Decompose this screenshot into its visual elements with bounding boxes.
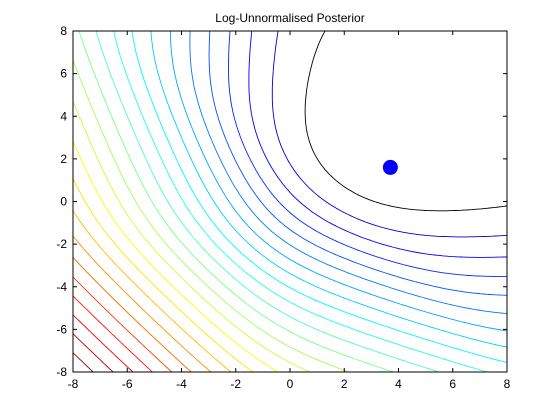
x-tick-label: -8 <box>68 377 79 391</box>
contour-line <box>73 256 192 372</box>
y-tick-label: 0 <box>60 195 67 209</box>
contour-line <box>73 333 114 372</box>
y-tick-label: -8 <box>56 365 67 379</box>
contour-line <box>271 31 507 238</box>
y-tick-label: 6 <box>60 67 67 81</box>
x-tick-label: 6 <box>449 377 456 391</box>
y-tick-label: 4 <box>60 109 67 123</box>
contour-line <box>95 31 440 372</box>
y-axis: -8 -6 -4 -2 0 2 4 6 8 <box>56 24 507 379</box>
contour-line <box>189 31 507 314</box>
contour-line <box>73 178 254 372</box>
contour-line <box>304 31 507 212</box>
contour-line <box>228 31 507 277</box>
contour-line <box>169 31 507 332</box>
contour-line <box>73 235 212 372</box>
chart-title: Log-Unnormalised Posterior <box>215 11 364 25</box>
mode-marker-group <box>382 159 398 175</box>
contour-line <box>73 140 279 372</box>
x-axis: -8 -6 -4 -2 0 2 4 6 8 <box>68 31 511 391</box>
contour-line <box>73 314 134 372</box>
x-tick-label: -6 <box>122 377 133 391</box>
y-tick-label: 2 <box>60 152 67 166</box>
x-tick-label: -2 <box>230 377 241 391</box>
contour-line <box>248 31 507 258</box>
contour-line <box>73 276 173 372</box>
contour-line <box>73 210 232 372</box>
x-tick-label: 2 <box>341 377 348 391</box>
contour-line <box>113 31 488 372</box>
contour-line <box>73 352 94 372</box>
contour-line <box>78 31 394 372</box>
y-tick-label: -4 <box>56 280 67 294</box>
y-tick-label: -6 <box>56 322 67 336</box>
y-tick-label: -2 <box>56 237 67 251</box>
y-tick-label: 8 <box>60 24 67 38</box>
plot-area <box>73 31 507 372</box>
contour-line <box>73 101 310 372</box>
contour-lines <box>73 31 507 372</box>
mode-marker <box>382 159 398 175</box>
contour-line <box>131 31 507 363</box>
contour-line <box>208 31 507 296</box>
x-tick-label: 0 <box>287 377 294 391</box>
x-tick-label: 8 <box>504 377 511 391</box>
x-tick-label: 4 <box>395 377 402 391</box>
x-tick-label: -4 <box>176 377 187 391</box>
contour-line <box>73 295 153 372</box>
